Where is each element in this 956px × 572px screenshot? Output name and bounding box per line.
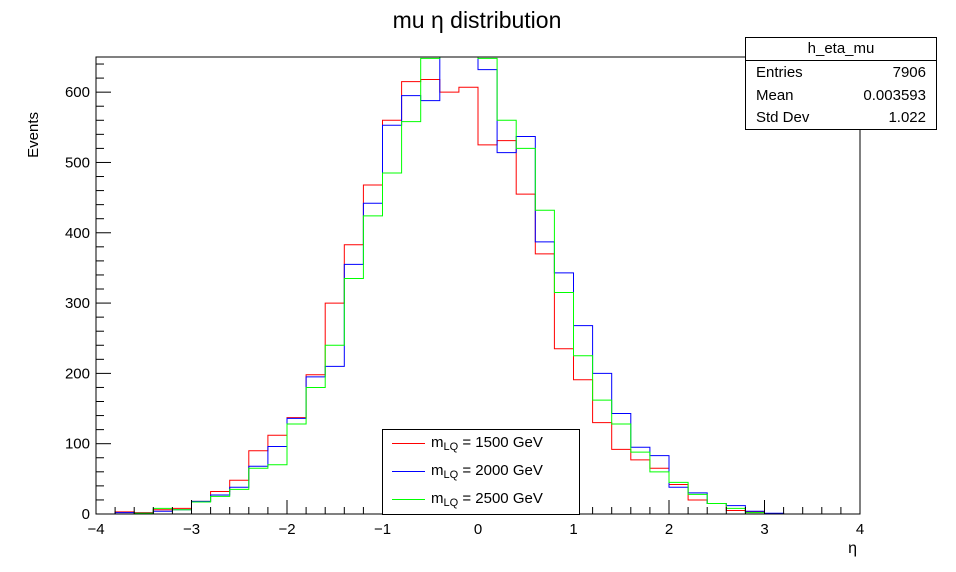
- x-tick-label: 1: [569, 521, 577, 538]
- y-tick-label: 200: [65, 365, 90, 382]
- legend-swatch-green: [392, 499, 425, 500]
- stats-histogram-name: h_eta_mu: [746, 38, 936, 61]
- y-tick-label: 100: [65, 436, 90, 453]
- legend-entry-1500: mLQ = 1500 GeV: [383, 430, 579, 458]
- legend-label: mLQ = 2500 GeV: [431, 490, 543, 509]
- x-tick-label: 4: [856, 521, 864, 538]
- x-tick-label: −1: [374, 521, 391, 538]
- chart-title: mu η distribution: [393, 7, 562, 33]
- stats-label: Mean: [756, 86, 794, 104]
- x-tick-label: −4: [87, 521, 104, 538]
- y-axis-title: Events: [25, 112, 42, 158]
- y-tick-label: 0: [82, 506, 90, 523]
- stats-value: 0.003593: [863, 86, 926, 104]
- series-line-2: [96, 57, 860, 514]
- legend-entry-2500: mLQ = 2500 GeV: [383, 486, 579, 514]
- y-tick-label: 500: [65, 154, 90, 171]
- series-line-0: [96, 78, 860, 514]
- x-tick-label: 3: [760, 521, 768, 538]
- legend-swatch-blue: [392, 471, 425, 472]
- legend-swatch-red: [392, 443, 425, 444]
- stats-row-mean: Mean 0.003593: [746, 84, 936, 107]
- legend-label: mLQ = 1500 GeV: [431, 434, 543, 453]
- stats-label: Entries: [756, 64, 803, 81]
- legend: mLQ = 1500 GeV mLQ = 2000 GeV mLQ = 2500…: [382, 429, 580, 515]
- y-tick-label: 600: [65, 84, 90, 101]
- y-tick-label: 300: [65, 295, 90, 312]
- x-tick-label: −3: [183, 521, 200, 538]
- stats-box: h_eta_mu Entries 7906 Mean 0.003593 Std …: [745, 37, 937, 130]
- stats-value: 1.022: [888, 109, 926, 126]
- stats-row-stddev: Std Dev 1.022: [746, 106, 936, 129]
- x-tick-label: 0: [474, 521, 482, 538]
- legend-label: mLQ = 2000 GeV: [431, 462, 543, 481]
- stats-row-entries: Entries 7906: [746, 61, 936, 84]
- stats-label: Std Dev: [756, 109, 810, 126]
- y-tick-label: 400: [65, 225, 90, 242]
- x-tick-label: 2: [665, 521, 673, 538]
- x-axis-title: η: [848, 540, 857, 557]
- stats-value: 7906: [892, 64, 926, 81]
- x-tick-label: −2: [278, 521, 295, 538]
- legend-entry-2000: mLQ = 2000 GeV: [383, 458, 579, 486]
